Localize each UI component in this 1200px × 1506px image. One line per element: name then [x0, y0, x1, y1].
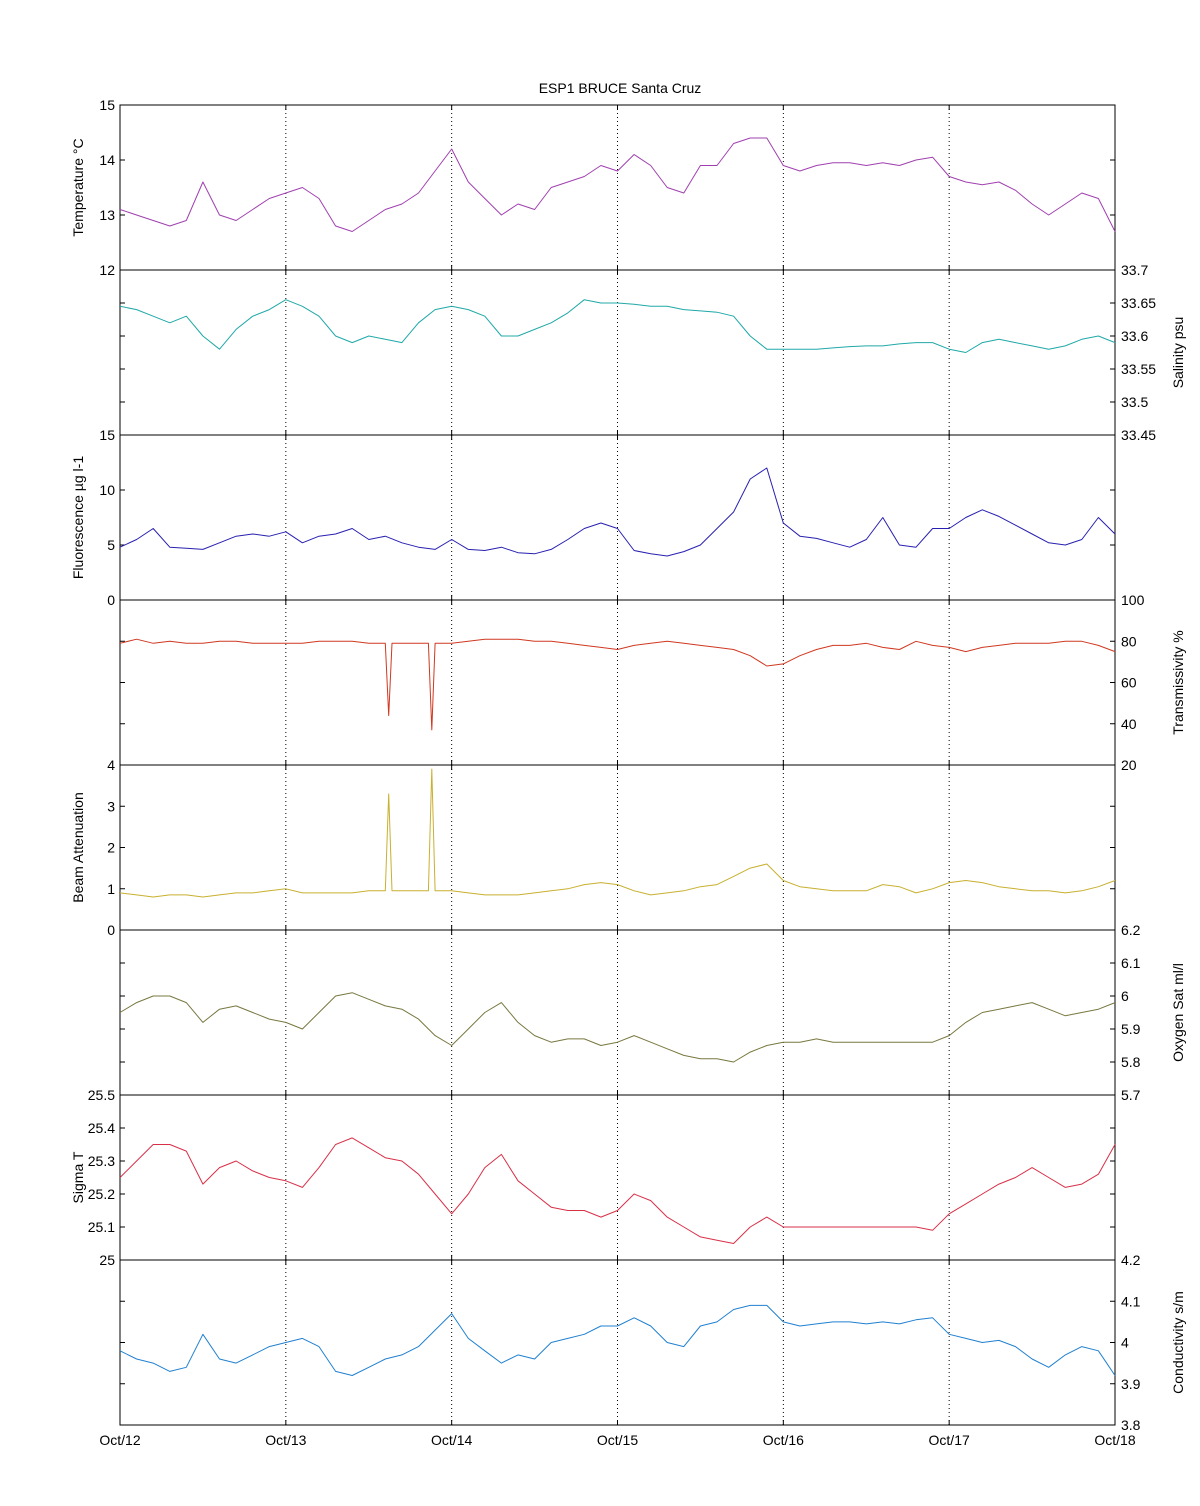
- x-tick-label: Oct/12: [99, 1432, 140, 1448]
- y-tick-label: 4: [1121, 1335, 1129, 1351]
- chart-title: ESP1 BRUCE Santa Cruz: [539, 80, 702, 96]
- y-tick-label: 33.7: [1121, 262, 1148, 278]
- y-tick-label: 0: [107, 922, 115, 938]
- y-tick-label: 25.2: [88, 1186, 115, 1202]
- y-tick-label: 60: [1121, 675, 1137, 691]
- y-axis-label: Oxygen Sat ml/l: [1170, 963, 1186, 1062]
- y-tick-label: 3: [107, 798, 115, 814]
- y-tick-label: 33.5: [1121, 394, 1148, 410]
- panel-sigma-t: 25 25.1 25.2 25.3 25.4 25.5 Sigma T: [70, 1087, 1116, 1268]
- panel-beam-attenuation: 0 1 2 3 4 Beam Attenuation: [70, 757, 1116, 938]
- x-tick-label: Oct/13: [265, 1432, 306, 1448]
- y-tick-label: 15: [99, 427, 115, 443]
- y-tick-label: 2: [107, 840, 115, 856]
- y-tick-label: 15: [99, 97, 115, 113]
- y-tick-label: 4: [107, 757, 115, 773]
- series-line-temperature: [119, 137, 1116, 232]
- y-tick-label: 25.4: [88, 1120, 115, 1136]
- series-line-fluorescence: [119, 467, 1116, 557]
- y-tick-label: 33.55: [1121, 361, 1156, 377]
- y-tick-label: 3.8: [1121, 1417, 1141, 1433]
- y-tick-label: 13: [99, 207, 115, 223]
- y-tick-label: 80: [1121, 633, 1137, 649]
- y-axis-label: Transmissivity %: [1170, 630, 1186, 735]
- y-axis-label: Salinity psu: [1170, 317, 1186, 389]
- y-tick-label: 33.65: [1121, 295, 1156, 311]
- x-tick-label: Oct/17: [929, 1432, 970, 1448]
- x-tick-label: Oct/18: [1094, 1432, 1135, 1448]
- y-tick-label: 25.5: [88, 1087, 115, 1103]
- y-tick-label: 10: [99, 482, 115, 498]
- y-tick-label: 14: [99, 152, 115, 168]
- y-axis-label: Fluorescence µg l-1: [70, 456, 86, 579]
- y-tick-label: 5.8: [1121, 1054, 1141, 1070]
- series-line-transmissivity: [119, 638, 1116, 731]
- panel-salinity: 33.45 33.5 33.55 33.6 33.65 33.7 Salinity psu: [119, 262, 1186, 443]
- y-tick-label: 4.1: [1121, 1293, 1141, 1309]
- y-axis-label: Temperature °C: [70, 138, 86, 236]
- x-tick-label: Oct/15: [597, 1432, 638, 1448]
- y-tick-label: 100: [1121, 592, 1145, 608]
- x-tick-label: Oct/16: [763, 1432, 804, 1448]
- series-line-sigma-t: [119, 1137, 1116, 1244]
- y-tick-label: 5: [107, 537, 115, 553]
- x-axis-tick-labels: Oct/12 Oct/13 Oct/14 Oct/15 Oct/16 Oct/17 Oct/…: [99, 1432, 1135, 1448]
- panel-conductivity: 3.8 3.9 4 4.1 4.2 Conductivity s/m: [119, 1252, 1186, 1433]
- y-tick-label: 0: [107, 592, 115, 608]
- series-line-beam-attenuation: [119, 768, 1116, 898]
- y-tick-label: 25.1: [88, 1219, 115, 1235]
- y-tick-label: 33.6: [1121, 328, 1148, 344]
- y-tick-label: 33.45: [1121, 427, 1156, 443]
- y-axis-label: Conductivity s/m: [1170, 1291, 1186, 1394]
- y-tick-label: 5.7: [1121, 1087, 1141, 1103]
- x-tick-label: Oct/14: [431, 1432, 472, 1448]
- y-tick-label: 6.1: [1121, 955, 1141, 971]
- y-tick-label: 20: [1121, 757, 1137, 773]
- y-axis-label: Sigma T: [70, 1151, 86, 1203]
- panel-oxygen-sat: 5.7 5.8 5.9 6 6.1 6.2 Oxygen Sat ml/l: [119, 922, 1186, 1103]
- series-line-conductivity: [119, 1304, 1116, 1376]
- panel-fluorescence: 0 5 10 15 Fluorescence µg l-1: [70, 427, 1116, 608]
- y-tick-label: 3.9: [1121, 1376, 1141, 1392]
- y-tick-label: 6.2: [1121, 922, 1141, 938]
- y-tick-label: 4.2: [1121, 1252, 1141, 1268]
- y-axis-label: Beam Attenuation: [70, 792, 86, 903]
- y-tick-label: 12: [99, 262, 115, 278]
- y-tick-label: 25.3: [88, 1153, 115, 1169]
- y-tick-label: 1: [107, 881, 115, 897]
- y-tick-label: 5.9: [1121, 1021, 1141, 1037]
- y-tick-label: 40: [1121, 716, 1137, 732]
- series-line-oxygen-sat: [119, 992, 1116, 1063]
- panel-transmissivity: 20 40 60 80 100 Transmissivity %: [119, 592, 1186, 773]
- series-line-salinity: [119, 299, 1116, 353]
- y-tick-label: 25: [99, 1252, 115, 1268]
- panel-temperature: 12 13 14 15 Temperature °C: [70, 97, 1116, 278]
- y-tick-label: 6: [1121, 988, 1129, 1004]
